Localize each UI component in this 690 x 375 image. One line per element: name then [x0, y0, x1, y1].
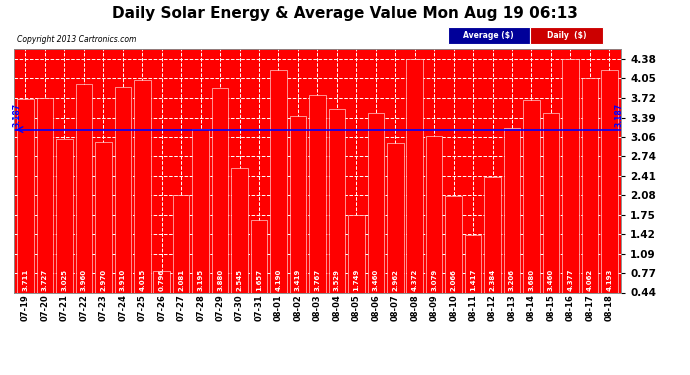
Bar — [348, 215, 364, 292]
Bar — [56, 139, 72, 292]
Text: 4.193: 4.193 — [607, 269, 612, 291]
Text: 3.419: 3.419 — [295, 269, 301, 291]
Text: 4.015: 4.015 — [139, 269, 146, 291]
Bar — [387, 143, 404, 292]
Bar — [250, 220, 267, 292]
Text: 4.062: 4.062 — [587, 269, 593, 291]
Text: 1.657: 1.657 — [256, 269, 262, 291]
Text: Daily Solar Energy & Average Value Mon Aug 19 06:13: Daily Solar Energy & Average Value Mon A… — [112, 6, 578, 21]
Bar — [542, 113, 559, 292]
Text: 3.025: 3.025 — [61, 269, 68, 291]
Bar — [212, 88, 228, 292]
FancyBboxPatch shape — [530, 27, 603, 44]
Bar — [562, 59, 579, 292]
Bar — [582, 78, 598, 292]
Bar — [601, 70, 618, 292]
Bar — [290, 116, 306, 292]
Bar — [426, 136, 442, 292]
Bar — [504, 129, 520, 292]
Text: 2.545: 2.545 — [237, 269, 243, 291]
Bar — [270, 70, 287, 292]
Text: 1.417: 1.417 — [470, 269, 476, 291]
FancyBboxPatch shape — [448, 27, 530, 44]
Text: 1.749: 1.749 — [353, 269, 359, 291]
Text: 3.711: 3.711 — [23, 269, 28, 291]
Text: 3.727: 3.727 — [42, 269, 48, 291]
Bar — [445, 196, 462, 292]
Bar — [484, 177, 501, 292]
Text: Copyright 2013 Cartronics.com: Copyright 2013 Cartronics.com — [17, 35, 136, 44]
Bar — [37, 98, 53, 292]
Text: 3.680: 3.680 — [529, 269, 535, 291]
Bar — [134, 81, 150, 292]
Text: Daily  ($): Daily ($) — [546, 31, 586, 40]
Text: 3.960: 3.960 — [81, 269, 87, 291]
Text: 3.910: 3.910 — [120, 269, 126, 291]
Bar — [115, 87, 131, 292]
Text: 4.190: 4.190 — [275, 269, 282, 291]
Text: Average ($): Average ($) — [463, 31, 514, 40]
Text: 3.187: 3.187 — [615, 103, 624, 127]
Text: 2.962: 2.962 — [392, 270, 398, 291]
Text: 4.377: 4.377 — [567, 269, 573, 291]
Bar — [95, 142, 112, 292]
Bar — [523, 100, 540, 292]
Text: 0.796: 0.796 — [159, 269, 165, 291]
Bar — [153, 272, 170, 292]
Text: 3.460: 3.460 — [373, 269, 379, 291]
Text: 2.066: 2.066 — [451, 270, 457, 291]
Bar — [309, 95, 326, 292]
Text: 3.767: 3.767 — [315, 269, 320, 291]
Bar — [76, 84, 92, 292]
Text: 3.529: 3.529 — [334, 269, 340, 291]
Text: 3.195: 3.195 — [197, 269, 204, 291]
Bar — [406, 59, 423, 292]
Text: 2.970: 2.970 — [100, 269, 106, 291]
Text: 3.460: 3.460 — [548, 269, 554, 291]
Text: 4.372: 4.372 — [412, 269, 417, 291]
Text: 3.880: 3.880 — [217, 269, 223, 291]
Bar — [328, 109, 345, 292]
Bar — [17, 99, 34, 292]
Text: 3.187: 3.187 — [12, 103, 21, 127]
Bar — [465, 234, 482, 292]
Bar — [173, 195, 190, 292]
Text: 2.384: 2.384 — [489, 269, 495, 291]
Text: 3.206: 3.206 — [509, 269, 515, 291]
Text: 3.079: 3.079 — [431, 269, 437, 291]
Text: 2.081: 2.081 — [178, 269, 184, 291]
Bar — [193, 129, 209, 292]
Bar — [231, 168, 248, 292]
Bar — [368, 113, 384, 292]
